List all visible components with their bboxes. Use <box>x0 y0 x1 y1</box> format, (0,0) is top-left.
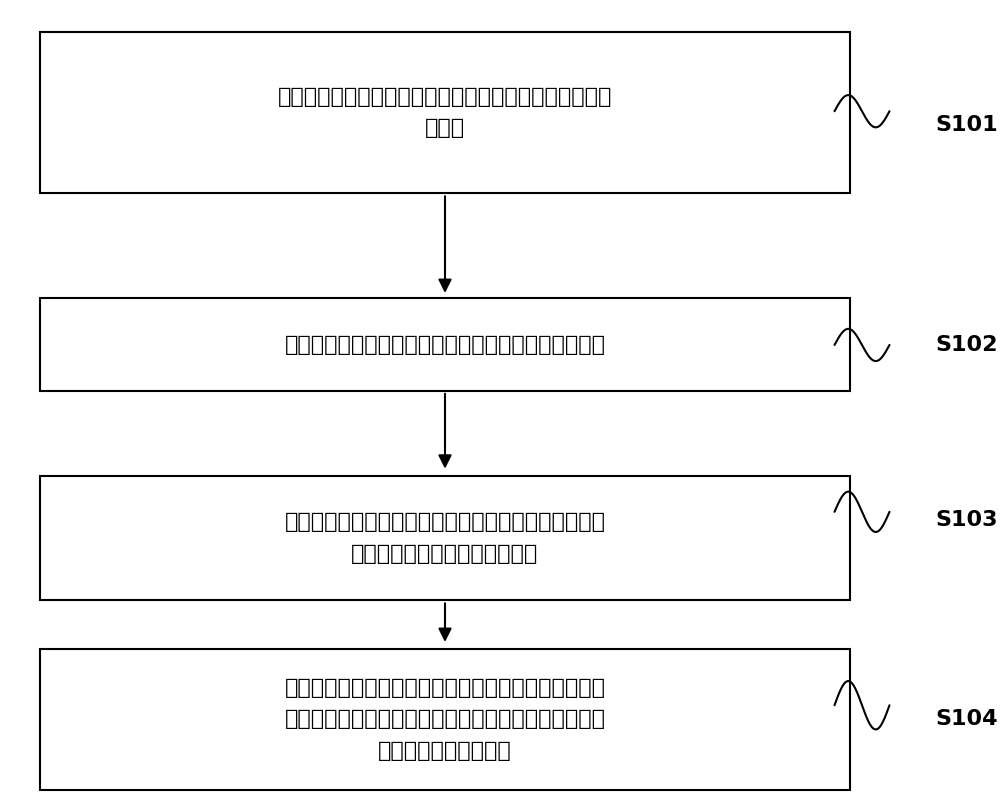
FancyBboxPatch shape <box>40 476 850 600</box>
Text: 根据所述算粒标识为所述待处理算式生成算式附加信息: 根据所述算粒标识为所述待处理算式生成算式附加信息 <box>285 334 606 355</box>
FancyBboxPatch shape <box>40 298 850 391</box>
FancyBboxPatch shape <box>40 649 850 790</box>
Text: S103: S103 <box>935 510 998 530</box>
Text: 当接收到待处理算式时，确定空闲状态的累加乘算粒及算
粒标识: 当接收到待处理算式时，确定空闲状态的累加乘算粒及算 粒标识 <box>278 87 612 139</box>
Text: 将所述待处理算式中的多个乘法运算分别分配至至少两
个乘法算粒中，得到多个乘法值: 将所述待处理算式中的多个乘法运算分别分配至至少两 个乘法算粒中，得到多个乘法值 <box>285 513 606 563</box>
Text: 根据所述算式附加信息，将多个所述乘法值及所述待处
理算式的常数项输送至所述算粒标识对应的所述累加乘
算粒中，得到计算结果: 根据所述算式附加信息，将多个所述乘法值及所述待处 理算式的常数项输送至所述算粒标… <box>285 678 606 761</box>
Text: S102: S102 <box>935 335 998 355</box>
Text: S104: S104 <box>935 709 998 729</box>
Text: S101: S101 <box>935 115 998 135</box>
FancyBboxPatch shape <box>40 32 850 193</box>
